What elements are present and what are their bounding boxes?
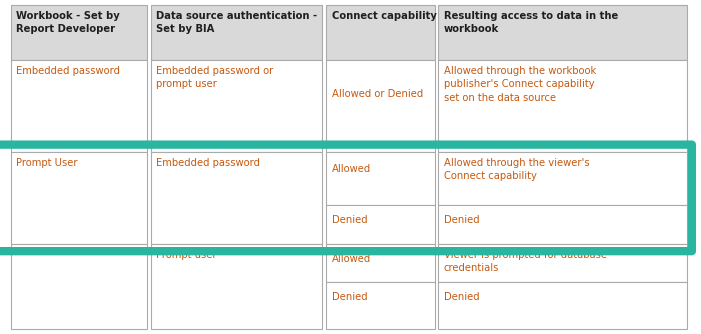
Bar xyxy=(438,152,687,205)
Text: Allowed through the workbook
publisher's Connect capability
set on the data sour: Allowed through the workbook publisher's… xyxy=(444,66,596,103)
Text: Denied: Denied xyxy=(444,292,479,302)
Bar xyxy=(11,5,147,60)
Text: Embedded password: Embedded password xyxy=(16,66,120,76)
Bar xyxy=(438,244,687,282)
Text: Denied: Denied xyxy=(444,215,479,225)
Bar xyxy=(438,282,687,329)
Bar xyxy=(326,282,435,329)
Text: Resulting access to data in the
workbook: Resulting access to data in the workbook xyxy=(444,11,618,34)
Bar xyxy=(326,5,435,60)
Text: Allowed or Denied: Allowed or Denied xyxy=(332,89,423,99)
Text: Workbook - Set by
Report Developer: Workbook - Set by Report Developer xyxy=(16,11,120,34)
Text: Denied: Denied xyxy=(332,292,367,302)
Bar xyxy=(438,5,687,60)
Bar xyxy=(151,152,322,244)
Text: Denied: Denied xyxy=(332,215,367,225)
Bar xyxy=(326,205,435,244)
Text: Allowed: Allowed xyxy=(332,164,371,174)
Bar xyxy=(438,60,687,152)
Bar xyxy=(326,244,435,282)
Text: Embedded password: Embedded password xyxy=(156,158,260,168)
Bar xyxy=(151,5,322,60)
Bar xyxy=(151,244,322,329)
Text: Allowed: Allowed xyxy=(332,254,371,264)
Text: Connect capability: Connect capability xyxy=(332,11,437,21)
Bar xyxy=(11,152,147,244)
Bar xyxy=(326,60,435,152)
Text: Prompt User: Prompt User xyxy=(16,158,78,168)
Bar xyxy=(11,244,147,329)
Bar xyxy=(438,205,687,244)
Text: Prompt user: Prompt user xyxy=(156,250,217,260)
Bar xyxy=(11,60,147,152)
Text: Viewer is prompted for database
credentials: Viewer is prompted for database credenti… xyxy=(444,250,607,273)
Text: Data source authentication -
Set by BIA: Data source authentication - Set by BIA xyxy=(156,11,318,34)
Text: Embedded password or
prompt user: Embedded password or prompt user xyxy=(156,66,273,89)
Bar xyxy=(151,60,322,152)
Text: Allowed through the viewer's
Connect capability: Allowed through the viewer's Connect cap… xyxy=(444,158,590,181)
Bar xyxy=(326,152,435,205)
